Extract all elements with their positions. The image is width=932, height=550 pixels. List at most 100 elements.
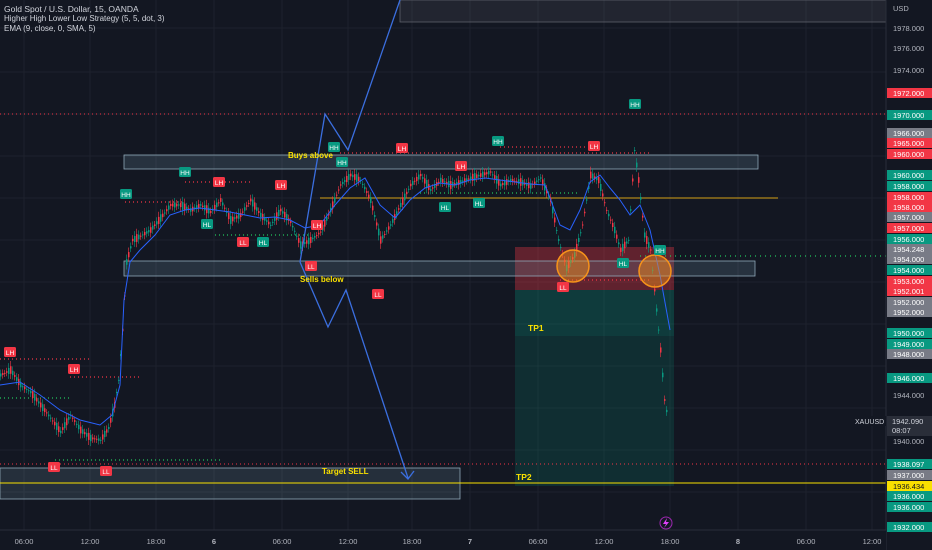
candle-body [558,239,560,241]
swing-label: HL [439,202,451,212]
candle-body [488,170,490,175]
svg-text:1936.000: 1936.000 [893,503,924,512]
svg-text:LH: LH [398,146,407,153]
candle-body [202,205,204,208]
candle-body [400,202,402,208]
svg-text:1956.000: 1956.000 [893,235,924,244]
candle-body [126,259,128,265]
candle-body [582,224,584,226]
candle-body [530,183,532,189]
candle-body [662,372,664,378]
candle-body [58,426,60,433]
candle-body [56,422,58,430]
time-axis[interactable] [0,530,886,550]
candle-body [264,217,266,221]
svg-text:LL: LL [559,285,567,292]
candle-body [170,204,172,206]
candle-body [286,214,288,221]
candle-body [300,241,302,249]
candle-body [598,176,600,184]
svg-text:HH: HH [630,102,640,109]
tp2-zone[interactable] [515,336,674,486]
candle-body [492,174,494,176]
candle-body [494,175,496,180]
candle-body [476,174,478,179]
swing-label: HH [179,167,191,177]
time-tick-label: 06:00 [797,537,816,546]
price-tick-label: 1978.000 [893,24,924,33]
candle-body [664,399,666,401]
candle-body [462,180,464,182]
candle-body [604,202,606,204]
candle-body [540,177,542,179]
candle-body [160,214,162,222]
candle-body [420,173,422,177]
countdown-text: 08:07 [892,426,911,435]
sells-below-zone[interactable] [123,260,756,277]
candle-body [368,194,370,198]
candle-body [442,179,444,183]
entry-circle-1 [556,249,590,283]
candle-body [118,379,120,381]
candle-body [658,329,660,331]
candle-body [176,203,178,207]
candle-body [0,373,2,377]
chart-legend: Gold Spot / U.S. Dollar, 15, OANDA Highe… [4,4,165,34]
candle-body [244,207,246,211]
svg-text:1953.000: 1953.000 [893,277,924,286]
target-sell-label: Target SELL [322,467,369,476]
svg-text:1936.000: 1936.000 [893,492,924,501]
lightning-icon[interactable] [659,516,673,530]
swing-label: LH [4,347,16,357]
candle-body [220,198,222,202]
candle-body [184,203,186,211]
candle-body [64,422,66,429]
candle-body [128,252,130,258]
candle-body [484,172,486,176]
candle-body [48,414,50,417]
candle-body [136,234,138,242]
candle-body [406,191,408,195]
candle-body [240,212,242,218]
candle-body [116,391,118,394]
supply-zone-top[interactable] [399,0,887,23]
candle-body [402,197,404,205]
candle-body [30,390,32,394]
symbol-tag [852,416,886,426]
indicator-ema[interactable]: EMA (9, close, 0, SMA, 5) [4,24,96,33]
tp1-label: TP1 [528,323,544,333]
candle-body [544,183,546,191]
candle-body [254,202,256,210]
indicator-hhll[interactable]: Higher High Lower Low Strategy (5, 5, do… [4,14,165,23]
svg-text:HL: HL [619,261,628,268]
candle-body [272,221,274,223]
candle-body [164,212,166,214]
tp1-zone[interactable] [515,290,674,336]
candle-body [386,230,388,232]
candle-body [528,182,530,189]
candle-body [570,259,572,264]
candle-body [50,417,52,419]
buys-above-zone[interactable] [123,154,759,170]
svg-text:HL: HL [475,201,484,208]
symbol-title[interactable]: Gold Spot / U.S. Dollar, 15, OANDA [4,4,139,14]
candle-body [418,174,420,180]
candle-body [166,209,168,212]
candle-body [356,174,358,182]
candle-body [14,375,16,377]
candle-body [276,212,278,220]
candle-body [194,207,196,209]
candle-body [294,230,296,232]
sell-entry-zone[interactable] [515,247,674,290]
last-price-tag [887,416,932,436]
candle-body [340,184,342,186]
swing-label: LH [311,220,323,230]
candle-body [596,177,598,181]
candle-body [78,424,80,430]
candle-body [248,202,250,204]
price-badge: 1950.000 [887,328,932,338]
candle-body [518,179,520,185]
candle-body [408,188,410,190]
candle-body [266,220,268,222]
